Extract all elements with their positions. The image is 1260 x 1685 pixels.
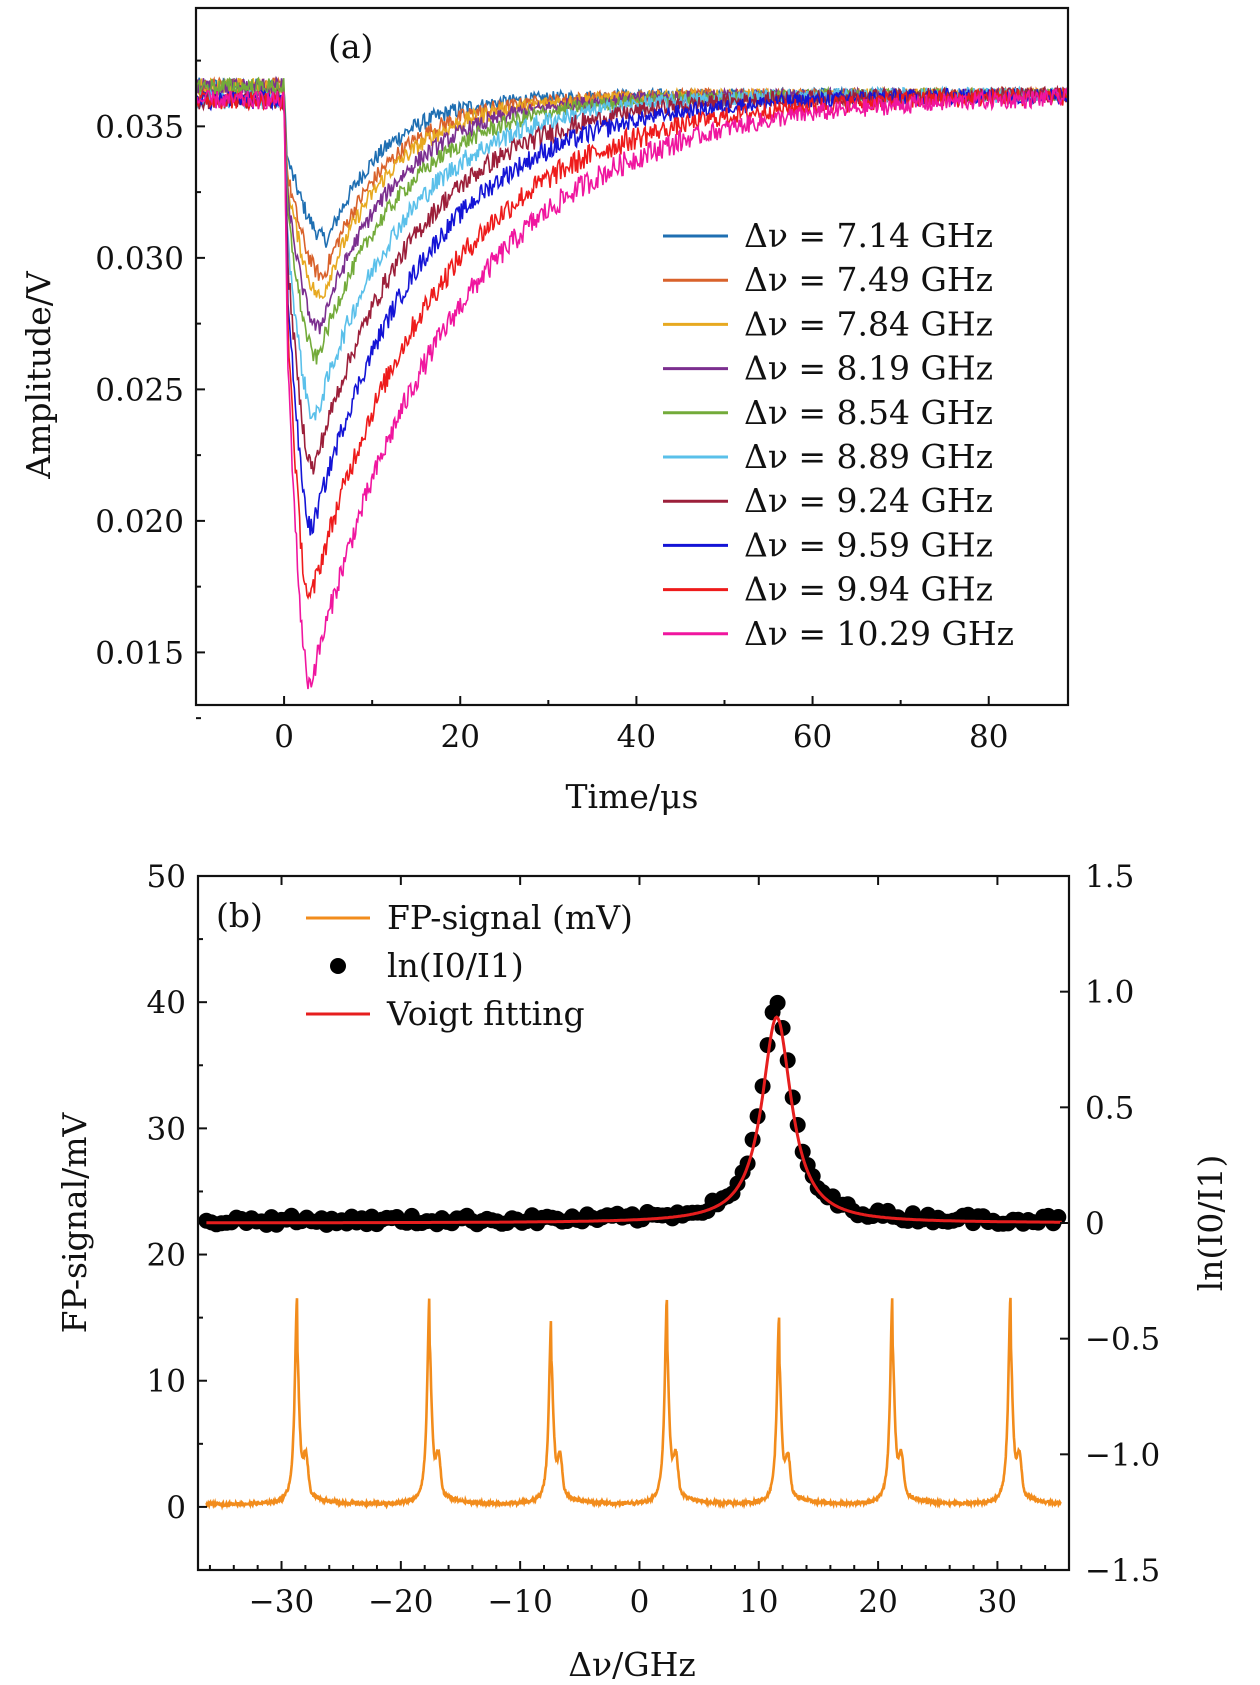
chart-b-ticks: −30 −20 −10 0 10 20 30 0 10 20 30 40 50 −1.5 −1.0 −0.5 0… xyxy=(147,859,1161,1620)
chart-b-y-left-label: FP-signal/mV xyxy=(55,1111,94,1333)
chart-a-x-tick-label: 40 xyxy=(617,719,656,755)
chart-b-panel-label: (b) xyxy=(216,896,263,935)
chart-b-x-tick-label: 0 xyxy=(630,1584,650,1620)
chart-a-x-tick-label: 60 xyxy=(793,719,832,755)
chart-a-x-tick-label: 80 xyxy=(969,719,1008,755)
chart-a-legend-label: Δν = 9.59 GHz xyxy=(744,525,993,564)
chart-b-legend-label-fp: FP-signal (mV) xyxy=(387,898,633,937)
chart-b-voigt-fit-line xyxy=(206,1015,1062,1225)
chart-a-y-tick-label: 0.025 xyxy=(95,372,184,408)
chart-b-legend-label-fit: Voigt fitting xyxy=(386,994,585,1033)
chart-b-y-right-tick-label: 1.5 xyxy=(1085,859,1134,895)
chart-a-legend-label: Δν = 9.94 GHz xyxy=(744,570,993,609)
chart-b-data-point xyxy=(779,1052,796,1069)
chart-a-legend-label: Δν = 7.84 GHz xyxy=(744,304,993,343)
chart-a-legend-label: Δν = 10.29 GHz xyxy=(744,614,1014,653)
chart-b-x-tick-label: −20 xyxy=(368,1584,433,1620)
chart-b-y-right-label: ln(I0/I1) xyxy=(1191,1155,1230,1292)
chart-b-data-point xyxy=(769,994,786,1011)
chart-a-legend-label: Δν = 8.19 GHz xyxy=(744,349,993,388)
chart-a-series-line xyxy=(196,87,1068,690)
chart-b-legend-label-points: ln(I0/I1) xyxy=(387,946,524,985)
chart-b-y-right-tick-label: −1.0 xyxy=(1085,1437,1160,1473)
chart-a-y-label: Amplitude/V xyxy=(19,270,58,480)
chart-a-ticks: 0 20 40 60 80 0.015 0.020 0.025 0.030 0.035 xyxy=(95,59,1008,755)
chart-a-series-line xyxy=(196,85,1068,421)
chart-b-x-tick-label: 20 xyxy=(858,1584,897,1620)
chart-b-x-tick-label: −30 xyxy=(249,1584,314,1620)
chart-b-y-left-tick-label: 20 xyxy=(147,1238,186,1274)
chart-b-fp-signal-line xyxy=(205,1297,1062,1511)
chart-a-legend-label: Δν = 7.49 GHz xyxy=(744,260,993,299)
chart-a-legend-label: Δν = 8.89 GHz xyxy=(744,437,993,476)
chart-b-y-right-tick-label: −0.5 xyxy=(1085,1322,1160,1358)
chart-b-y-left-tick-label: 50 xyxy=(147,859,186,895)
chart-a-y-tick-label: 0.020 xyxy=(95,504,184,540)
chart-b-series xyxy=(198,994,1067,1511)
chart-a-legend: Δν = 7.14 GHz Δν = 7.49 GHz Δν = 7.84 GHz Δ… xyxy=(663,216,1014,653)
chart-b-y-left-tick-label: 40 xyxy=(147,985,186,1021)
chart-b-x-label: Δν/GHz xyxy=(568,1645,696,1684)
chart-a-legend-label: Δν = 8.54 GHz xyxy=(744,393,993,432)
chart-a-panel-label: (a) xyxy=(328,27,373,66)
chart-a-y-tick-label: 0.035 xyxy=(95,109,184,145)
chart-b-y-left-tick-label: 0 xyxy=(166,1490,186,1526)
chart-b-legend: FP-signal (mV) ln(I0/I1) Voigt fitting xyxy=(306,898,633,1033)
chart-b-y-left-tick-label: 30 xyxy=(147,1111,186,1147)
chart-b-x-tick-label: 10 xyxy=(739,1584,778,1620)
chart-a-legend-label: Δν = 9.24 GHz xyxy=(744,481,993,520)
chart-a-series xyxy=(196,75,1068,690)
chart-a-x-tick-label: 0 xyxy=(274,719,294,755)
chart-b-data-point xyxy=(784,1089,801,1106)
chart-a-y-tick-label: 0.015 xyxy=(95,635,184,671)
chart-b-y-left-tick-label: 10 xyxy=(147,1364,186,1400)
chart-b-x-tick-label: 30 xyxy=(978,1584,1017,1620)
chart-a-x-tick-label: 20 xyxy=(441,719,480,755)
chart-a-y-tick-label: 0.030 xyxy=(95,241,184,277)
chart-b-y-right-tick-label: 0 xyxy=(1085,1206,1105,1242)
chart-b-y-right-tick-label: 1.0 xyxy=(1085,975,1134,1011)
chart-a-legend-label: Δν = 7.14 GHz xyxy=(744,216,993,255)
chart-b-y-right-tick-label: −1.5 xyxy=(1085,1553,1160,1589)
chart-b-y-right-tick-label: 0.5 xyxy=(1085,1090,1134,1126)
chart-a-frame xyxy=(194,6,1070,707)
chart-a: 0 20 40 60 80 0.015 0.020 0.025 0.030 0.035 (a) T… xyxy=(19,6,1070,816)
chart-b-x-tick-label: −10 xyxy=(487,1584,552,1620)
chart-b: −30 −20 −10 0 10 20 30 0 10 20 30 40 50 −1.5 −1.0 −0.5 0… xyxy=(55,859,1230,1684)
chart-b-legend-swatch-points xyxy=(330,958,346,974)
chart-a-x-label: Time/μs xyxy=(566,777,699,816)
